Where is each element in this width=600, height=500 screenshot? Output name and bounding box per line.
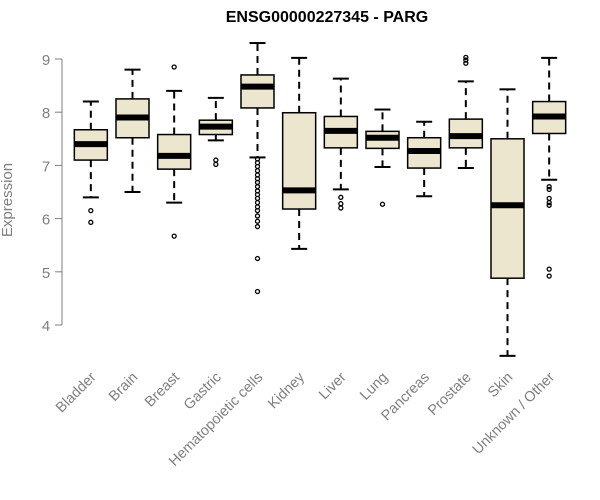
box-iqr [240,74,275,109]
outlier-point [546,186,552,192]
outlier-point [546,195,552,202]
outlier-point [338,194,344,200]
outlier-point [254,199,261,206]
box-iqr [156,133,192,170]
outlier-point [546,202,552,208]
outlier-point [338,201,344,207]
x-tick-label: Prostate [425,370,474,419]
box-prostate [448,54,484,170]
outlier-point [254,255,261,262]
outlier-point [254,163,261,170]
outlier-point [171,233,177,239]
outlier-point [254,223,261,230]
y-tick-label: 8 [42,105,50,122]
x-tick-label: Skin [485,370,516,401]
x-tick-label: Brain [106,370,141,405]
box-pancreas [406,120,442,198]
outlier-point [88,219,94,225]
outlier-point [546,184,552,190]
box-brain [115,68,150,193]
outlier-point [546,266,552,272]
y-tick-label: 5 [42,265,50,282]
outlier-point [463,60,469,66]
x-tick-label: Liver [316,369,350,403]
x-tick-label: Lung [357,370,391,404]
box-lung [365,108,400,207]
box-liver [323,77,359,211]
outlier-point [379,201,386,207]
box-hematopoietic-cells [240,42,275,295]
outlier-point [171,64,177,70]
outlier-point [546,199,552,206]
box-bladder [73,100,109,225]
x-tick-label: Kidney [265,369,308,412]
boxes-group [73,42,567,357]
outlier-point [254,179,261,186]
y-tick-label: 9 [42,52,50,69]
outlier-point [88,207,94,214]
box-unknown-other [531,56,567,279]
outlier-point [254,168,261,174]
outlier-point [254,213,261,219]
outlier-point [338,205,344,211]
box-iqr [281,111,317,210]
y-tick-label: 4 [42,318,50,335]
box-gastric [198,96,234,167]
outlier-point [254,207,261,214]
x-tick-label: Breast [142,370,183,411]
y-axis-label: Expression [0,163,16,237]
outlier-point [213,157,219,163]
box-kidney [281,56,317,250]
outlier-point [254,184,261,190]
outlier-point [463,54,469,61]
outlier-point [463,57,469,63]
outlier-point [546,273,552,279]
outlier-point [213,161,219,167]
x-tick-label: Bladder [53,369,100,416]
outlier-point [254,288,261,295]
y-tick-label: 6 [42,212,50,229]
outlier-point [254,195,261,202]
box-iqr [490,138,525,279]
outlier-point [254,218,261,224]
y-tick-label: 7 [42,158,50,175]
y-axis: 4 5 6 7 8 9 [42,52,63,335]
box-breast [156,64,192,239]
box-skin [490,88,525,357]
chart-title: ENSG00000227345 - PARG [226,9,428,26]
